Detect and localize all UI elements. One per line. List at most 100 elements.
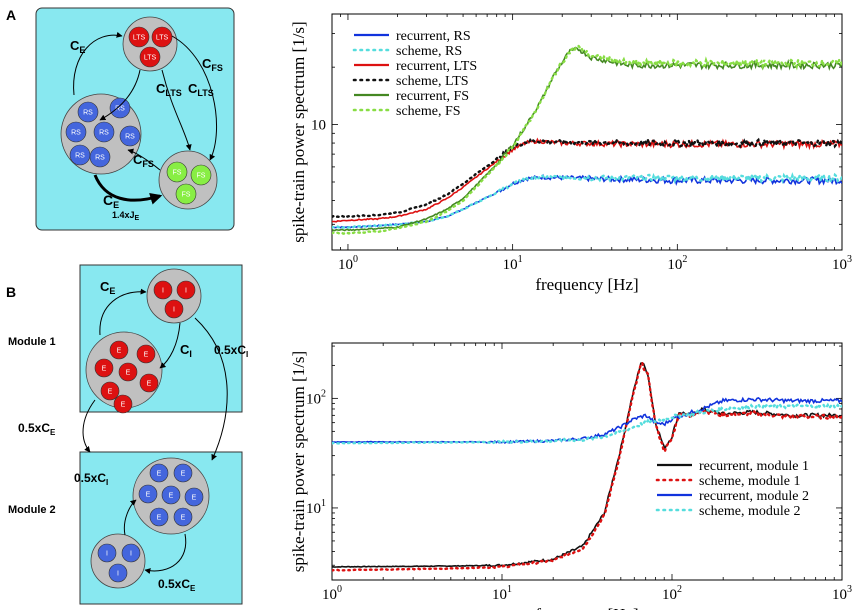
label-clts-b: CLTS [188,81,214,98]
label-half-ci-right: 0.5xCI [214,343,248,359]
m1-exc-node [109,340,129,360]
m2-exc-node-label: E [181,514,186,521]
m2-exc-node [149,463,169,483]
rs-node-label: RS [95,154,105,161]
module-2-label: Module 2 [8,504,56,516]
legend-label: recurrent, RS [396,29,471,44]
label-cfs-right: CFS [202,56,223,73]
m2-exc-node-label: E [146,491,151,498]
m2-exc-node [184,487,204,507]
x-axis-label: frequency [Hz] [535,605,638,610]
plot-frame [331,342,843,581]
m1-exc-node [113,394,133,414]
series-line [332,360,842,572]
m1-inh-node [176,280,196,300]
chart-bottom: 100 101 102 103 101 102 frequency [Hz] spike-tr… [289,342,852,610]
m2-inh-group: I I I [90,533,146,589]
y-tick-label: 10 [311,118,326,134]
m1-exc-node [94,358,114,378]
m1-inh-node [164,299,184,319]
x-tick-label: 102 [667,254,687,273]
m2-inh-node [121,543,141,563]
legend-label: scheme, RS [396,44,462,59]
m2-exc-node-label: E [192,494,197,501]
m2-exc-node-label: E [169,492,174,499]
m1-exc-node [139,373,159,393]
module-1-label: Module 1 [8,336,56,348]
rs-node-label: RS [75,152,85,159]
m1-inh-node-label: I [185,287,187,294]
series-line [332,401,842,445]
m2-exc-node [173,507,193,527]
m2-inh-node [108,563,128,583]
series-line [332,137,842,223]
m1-exc-node-label: E [147,380,152,387]
ce-strong-arrow [93,174,163,205]
label-half-ce-m2: 0.5xCE [158,577,196,593]
m2-exc-node [138,484,158,504]
legend-label: recurrent, FS [396,89,469,104]
lts-node-label: LTS [133,34,146,41]
m2-inh-node-label: I [106,550,108,557]
x-tick-label: 100 [338,254,358,273]
lts-node [139,46,161,68]
series-line [332,362,842,568]
m2-exc-node-label: E [157,514,162,521]
panel-a-letter: A [6,7,16,23]
rs-node-label: RS [99,129,109,136]
fs-node [175,183,197,205]
x-tick-label: 102 [662,584,682,603]
y-axis-label: spike-train power spectrum [1/s] [289,351,308,572]
series-line [332,43,842,235]
label-half-ce-left: 0.5xCE [18,421,56,437]
fs-group: FS FS FS [158,150,218,210]
label-cfs-mid: CFS [133,152,154,169]
fs-node-label: FS [182,191,191,198]
series-line [332,171,842,229]
m2-exc-node [149,507,169,527]
rs-node-label: RS [83,109,93,116]
lts-node [128,26,150,48]
rs-node [77,101,99,123]
rs-group: RS RS RS RS RS RS RS [60,93,142,175]
rs-node-label: RS [125,133,135,140]
x-tick-label: 100 [322,584,342,603]
lts-node [151,26,173,48]
legend-label: scheme, module 1 [699,474,800,489]
m1-exc-node-label: E [102,365,107,372]
m1-exc-node [100,381,120,401]
lts-node-label: LTS [144,54,157,61]
rs-node [109,97,131,119]
m1-exc-node [136,344,156,364]
m1-inh-node [153,280,173,300]
x-tick-label: 103 [832,584,852,603]
m2-exc-group: E E E E E E E [132,457,210,535]
m1-exc-group: E E E E E E E [85,331,163,414]
m2-inh-node [97,543,117,563]
rs-node [65,121,87,143]
legend-label: recurrent, LTS [396,59,477,74]
m2-exc-node [161,485,181,505]
y-axis-label: spike-train power spectrum [1/s] [289,21,308,242]
label-b-ci: CI [180,342,192,359]
label-half-ci-m2: 0.5xCI [74,471,108,487]
panel-b-connections [82,288,228,574]
lts-node-label: LTS [156,34,169,41]
m2-exc-node-label: E [157,470,162,477]
label-b-ce: CE [100,279,115,296]
fs-node-label: FS [197,172,206,179]
m1-exc-node-label: E [126,369,131,376]
m1-exc-node-label: E [108,388,113,395]
m2-inh-node-label: I [130,550,132,557]
label-ce-bottom: CE [103,192,119,210]
panel-a-connections [73,31,218,171]
rs-node [93,121,115,143]
rs-node-label: RS [115,105,125,112]
label-ce-top: CE [70,38,85,55]
rs-node-label: RS [71,129,81,136]
fs-node [190,164,212,186]
plot-frame [331,13,843,251]
fs-node [166,161,188,183]
m2-inh-node-label: I [117,570,119,577]
